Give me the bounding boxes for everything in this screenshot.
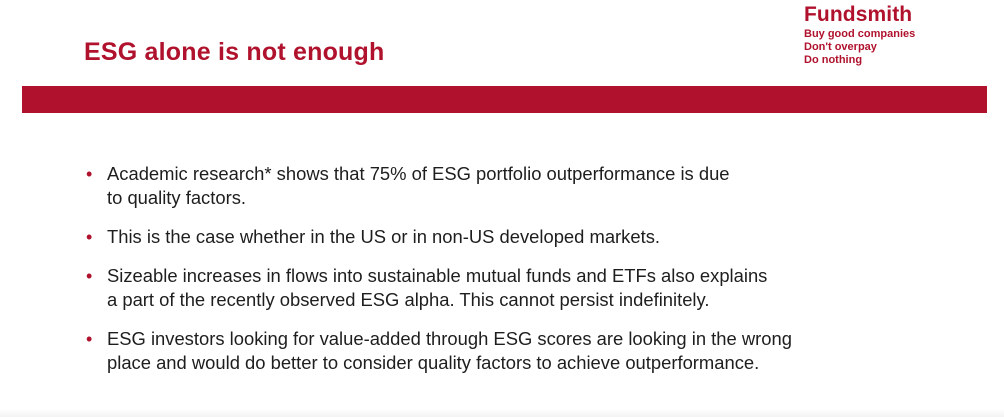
bullet-item: • ESG investors looking for value-added … xyxy=(86,327,966,375)
brand-logo: Fundsmith Buy good companies Don't overp… xyxy=(804,3,999,67)
bullet-line: to quality factors. xyxy=(107,187,247,208)
bottom-edge-shade xyxy=(0,409,1004,417)
bullet-line: ESG investors looking for value-added th… xyxy=(107,328,792,349)
bullet-line: Sizeable increases in flows into sustain… xyxy=(107,265,768,286)
bullet-line: place and would do better to consider qu… xyxy=(107,352,760,373)
bullet-marker: • xyxy=(86,329,93,349)
bullet-marker: • xyxy=(86,227,93,247)
bullet-item: • This is the case whether in the US or … xyxy=(86,225,966,249)
bullet-list: • Academic research* shows that 75% of E… xyxy=(86,162,966,390)
bullet-line: Academic research* shows that 75% of ESG… xyxy=(107,163,730,184)
bullet-marker: • xyxy=(86,164,93,184)
brand-tagline: Don't overpay xyxy=(804,41,877,53)
bullet-marker: • xyxy=(86,266,93,286)
brand-name: Fundsmith xyxy=(804,3,913,26)
header-divider-bar xyxy=(22,86,987,113)
brand-taglines: Buy good companies Don't overpay Do noth… xyxy=(804,28,999,67)
bullet-item: • Sizeable increases in flows into susta… xyxy=(86,264,966,312)
brand-tagline: Buy good companies xyxy=(804,28,916,40)
brand-tagline: Do nothing xyxy=(804,54,863,66)
bullet-item: • Academic research* shows that 75% of E… xyxy=(86,162,966,210)
bullet-line: This is the case whether in the US or in… xyxy=(107,226,661,247)
bullet-line: a part of the recently observed ESG alph… xyxy=(107,289,710,310)
slide-title: ESG alone is not enough xyxy=(84,38,385,66)
